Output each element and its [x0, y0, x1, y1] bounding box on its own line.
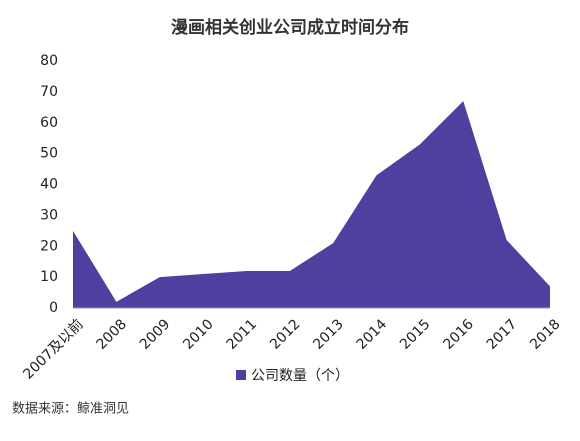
area [73, 101, 550, 308]
y-tick-label: 0 [49, 300, 58, 316]
legend-swatch [236, 370, 246, 380]
y-tick-label: 80 [40, 53, 58, 69]
y-tick-label: 20 [40, 238, 58, 254]
y-tick-label: 70 [40, 84, 58, 100]
x-tick-label: 2018 [527, 316, 564, 353]
x-tick-label: 2009 [137, 316, 174, 353]
x-tick-label: 2014 [354, 316, 391, 353]
x-tick-label: 2015 [397, 316, 434, 353]
x-tick-label: 2016 [440, 316, 477, 353]
x-tick-label: 2013 [310, 316, 347, 353]
source-note: 数据来源：鲸准洞见 [12, 402, 129, 417]
y-tick-label: 40 [40, 177, 58, 193]
y-tick-label: 10 [40, 269, 58, 285]
x-tick-label: 2008 [94, 316, 131, 353]
y-tick-label: 50 [40, 146, 58, 162]
legend-label: 公司数量（个） [251, 368, 349, 384]
y-tick-label: 30 [40, 207, 58, 223]
x-tick-label: 2011 [224, 316, 261, 353]
chart-title: 漫画相关创业公司成立时间分布 [171, 17, 409, 38]
x-tick-label: 2010 [180, 316, 217, 353]
x-tick-label: 2017 [484, 316, 521, 353]
y-tick-label: 60 [40, 115, 58, 131]
x-tick-label: 2012 [267, 316, 304, 353]
x-tick-label: 2007及以前 [20, 316, 87, 383]
